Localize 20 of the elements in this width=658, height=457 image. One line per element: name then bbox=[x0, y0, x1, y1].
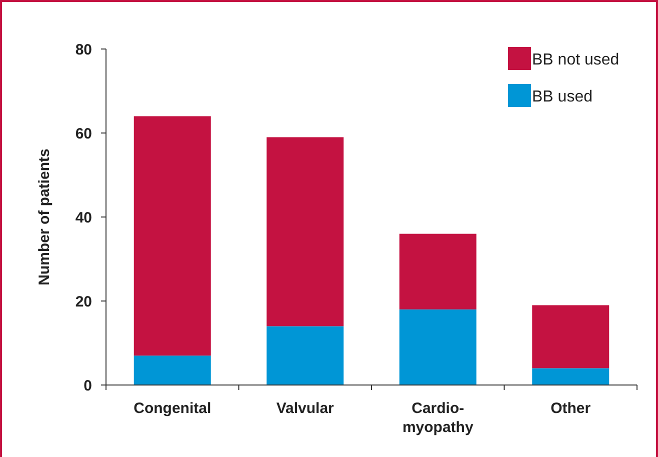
legend-label: BB used bbox=[532, 88, 592, 106]
bar bbox=[532, 305, 610, 368]
bar bbox=[266, 326, 344, 385]
y-tick-label: 40 bbox=[75, 209, 92, 226]
bar bbox=[399, 309, 476, 385]
bar bbox=[399, 234, 476, 310]
x-tick-label: Cardio- myopathy bbox=[402, 400, 474, 436]
y-axis-title: Number of patients bbox=[36, 148, 53, 286]
x-tick-label: Congenital bbox=[134, 400, 212, 417]
bar bbox=[266, 137, 344, 326]
y-tick-label: 60 bbox=[75, 125, 92, 142]
y-tick-label: 0 bbox=[84, 377, 92, 394]
y-tick-label: 20 bbox=[75, 293, 92, 310]
bar bbox=[134, 116, 211, 356]
x-tick-label: Other bbox=[550, 400, 591, 417]
legend-label: BB not used bbox=[532, 52, 620, 69]
x-tick-label: Valvular bbox=[276, 400, 334, 417]
bar bbox=[532, 368, 610, 385]
bar bbox=[134, 356, 211, 385]
y-tick-label: 80 bbox=[75, 41, 92, 58]
